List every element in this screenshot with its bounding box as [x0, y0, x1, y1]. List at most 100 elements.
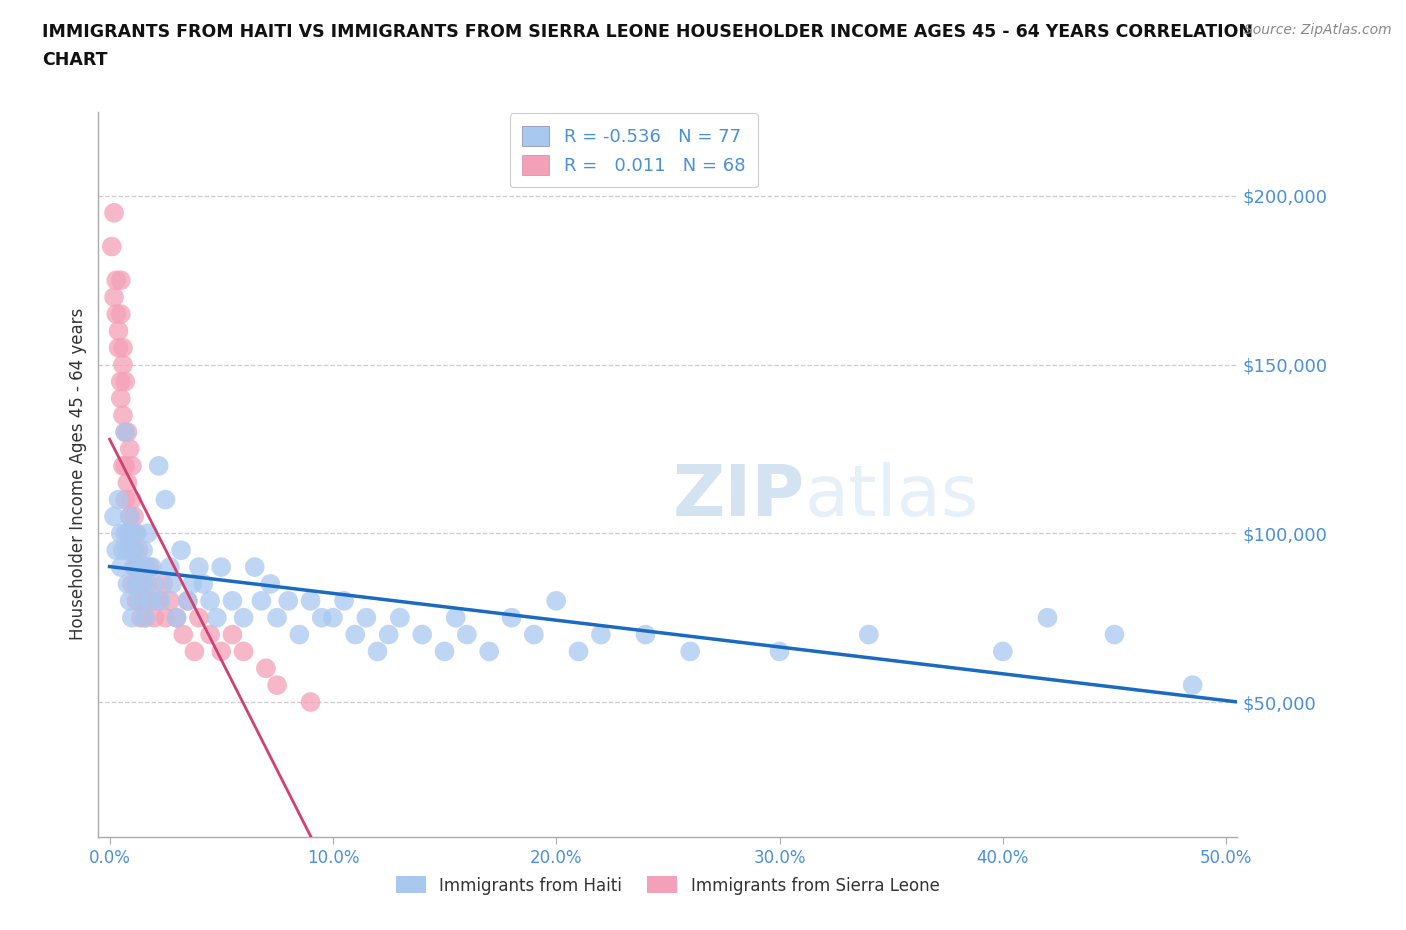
- Point: [114, 425, 136, 440]
- Point: [187, 560, 209, 575]
- Point: [311, 610, 333, 625]
- Point: [1104, 627, 1126, 642]
- Point: [159, 593, 181, 608]
- Point: [193, 577, 215, 591]
- Point: [546, 593, 568, 608]
- Point: [166, 610, 188, 625]
- Point: [367, 644, 389, 658]
- Point: [111, 458, 134, 473]
- Point: [159, 560, 181, 575]
- Point: [141, 593, 163, 608]
- Point: [105, 543, 128, 558]
- Point: [117, 525, 139, 540]
- Point: [134, 610, 156, 625]
- Point: [110, 374, 132, 389]
- Text: CHART: CHART: [42, 51, 108, 69]
- Point: [411, 627, 433, 642]
- Point: [118, 509, 141, 524]
- Point: [110, 525, 132, 540]
- Point: [478, 644, 501, 658]
- Point: [114, 525, 136, 540]
- Point: [132, 543, 155, 558]
- Point: [122, 560, 145, 575]
- Point: [128, 593, 150, 608]
- Point: [132, 577, 155, 591]
- Point: [136, 525, 159, 540]
- Point: [155, 610, 177, 625]
- Point: [111, 408, 134, 423]
- Point: [209, 644, 232, 658]
- Point: [129, 577, 152, 591]
- Point: [111, 340, 134, 355]
- Point: [125, 577, 148, 591]
- Point: [125, 560, 148, 575]
- Point: [107, 340, 129, 355]
- Point: [266, 678, 288, 693]
- Point: [114, 425, 136, 440]
- Point: [118, 593, 141, 608]
- Point: [129, 560, 152, 575]
- Point: [143, 610, 166, 625]
- Point: [125, 525, 148, 540]
- Point: [1181, 678, 1204, 693]
- Point: [209, 560, 232, 575]
- Point: [103, 290, 125, 305]
- Point: [105, 272, 128, 287]
- Point: [132, 577, 155, 591]
- Point: [299, 695, 322, 710]
- Point: [1036, 610, 1059, 625]
- Point: [114, 492, 136, 507]
- Point: [134, 560, 156, 575]
- Point: [187, 610, 209, 625]
- Point: [121, 577, 143, 591]
- Point: [634, 627, 657, 642]
- Point: [121, 492, 143, 507]
- Point: [111, 357, 134, 372]
- Point: [277, 593, 299, 608]
- Point: [110, 272, 132, 287]
- Point: [388, 610, 411, 625]
- Point: [333, 593, 356, 608]
- Point: [129, 610, 152, 625]
- Point: [125, 593, 148, 608]
- Point: [254, 661, 277, 676]
- Point: [991, 644, 1014, 658]
- Point: [377, 627, 399, 642]
- Point: [232, 610, 254, 625]
- Point: [139, 593, 162, 608]
- Point: [110, 391, 132, 405]
- Point: [110, 560, 132, 575]
- Point: [143, 577, 166, 591]
- Point: [107, 492, 129, 507]
- Point: [858, 627, 880, 642]
- Point: [103, 509, 125, 524]
- Point: [103, 206, 125, 220]
- Point: [266, 610, 288, 625]
- Point: [125, 577, 148, 591]
- Point: [121, 610, 143, 625]
- Point: [128, 560, 150, 575]
- Point: [111, 543, 134, 558]
- Point: [148, 593, 170, 608]
- Point: [170, 543, 193, 558]
- Point: [117, 475, 139, 490]
- Point: [589, 627, 612, 642]
- Point: [121, 543, 143, 558]
- Point: [118, 543, 141, 558]
- Point: [105, 307, 128, 322]
- Point: [117, 425, 139, 440]
- Point: [433, 644, 456, 658]
- Point: [128, 543, 150, 558]
- Point: [205, 610, 228, 625]
- Point: [322, 610, 344, 625]
- Point: [198, 593, 221, 608]
- Point: [177, 593, 200, 608]
- Point: [148, 458, 170, 473]
- Y-axis label: Householder Income Ages 45 - 64 years: Householder Income Ages 45 - 64 years: [69, 308, 87, 641]
- Point: [117, 543, 139, 558]
- Point: [356, 610, 378, 625]
- Point: [160, 577, 183, 591]
- Point: [288, 627, 311, 642]
- Point: [259, 577, 281, 591]
- Point: [243, 560, 266, 575]
